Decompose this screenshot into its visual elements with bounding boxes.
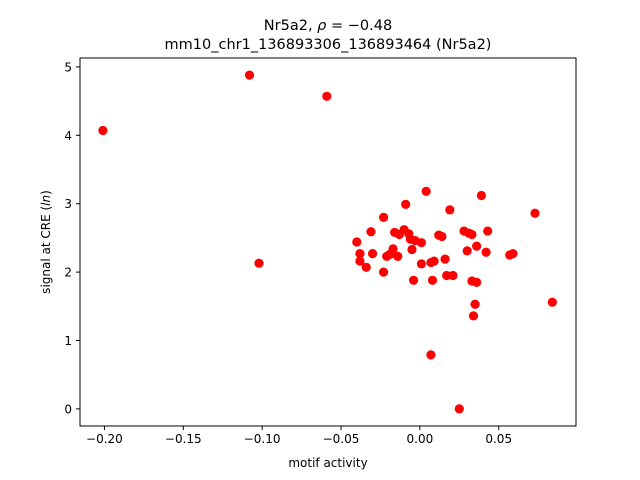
data-point bbox=[407, 244, 417, 255]
data-point bbox=[426, 350, 436, 360]
data-point bbox=[481, 247, 491, 257]
y-tick-label: 1 bbox=[64, 334, 72, 348]
data-point bbox=[408, 275, 419, 285]
x-tick-label: 0.05 bbox=[485, 432, 512, 446]
y-tick-label: 0 bbox=[64, 402, 72, 416]
data-point bbox=[98, 125, 108, 136]
y-tick-label: 2 bbox=[64, 266, 72, 280]
chart-title-line2: mm10_chr1_136893306_136893464 (Nr5a2) bbox=[165, 37, 492, 53]
data-point bbox=[472, 241, 482, 251]
data-point bbox=[445, 205, 455, 215]
data-point bbox=[470, 299, 480, 309]
x-axis-label: motif activity bbox=[288, 456, 367, 470]
y-tick-label: 5 bbox=[64, 60, 72, 74]
data-point bbox=[440, 254, 450, 264]
data-point bbox=[468, 311, 479, 321]
data-point bbox=[378, 212, 389, 222]
data-point bbox=[244, 70, 255, 80]
data-point bbox=[454, 404, 464, 414]
data-point bbox=[254, 258, 264, 268]
data-point bbox=[472, 277, 482, 287]
data-point bbox=[508, 249, 518, 259]
data-point bbox=[355, 249, 365, 259]
data-point bbox=[448, 270, 458, 281]
data-point bbox=[366, 227, 376, 237]
data-points bbox=[98, 70, 557, 414]
data-point bbox=[442, 270, 452, 281]
data-point bbox=[416, 259, 427, 269]
x-tick-label: 0.00 bbox=[407, 432, 434, 446]
data-point bbox=[352, 237, 362, 247]
data-point bbox=[393, 251, 403, 261]
data-point bbox=[378, 267, 389, 277]
x-tick-label: −0.15 bbox=[165, 432, 202, 446]
y-axis-label: signal at CRE (ln) bbox=[39, 190, 53, 294]
data-point bbox=[429, 256, 439, 266]
data-point bbox=[437, 231, 447, 242]
data-point bbox=[483, 226, 493, 236]
x-tick-label: −0.20 bbox=[86, 432, 123, 446]
data-point bbox=[547, 297, 557, 307]
axis-ticks: −0.20 −0.15 −0.10 −0.05 0.00 0.05 0 1 2 3 4 5 bbox=[64, 60, 512, 446]
data-point bbox=[530, 208, 540, 218]
data-point bbox=[322, 91, 332, 101]
data-point bbox=[388, 244, 398, 254]
data-point bbox=[467, 229, 477, 240]
y-tick-label: 4 bbox=[64, 129, 72, 143]
y-tick-label: 3 bbox=[64, 197, 72, 211]
x-tick-label: −0.10 bbox=[244, 432, 281, 446]
data-point bbox=[367, 249, 378, 259]
data-point bbox=[361, 262, 371, 272]
data-point bbox=[401, 199, 411, 209]
data-point bbox=[462, 246, 472, 256]
chart-title-line1: Nr5a2, ρ = −0.48 bbox=[264, 18, 392, 34]
x-tick-label: −0.05 bbox=[323, 432, 360, 446]
plot-frame bbox=[79, 57, 577, 427]
data-point bbox=[416, 238, 427, 248]
data-point bbox=[421, 186, 431, 196]
data-point bbox=[427, 275, 438, 285]
data-point bbox=[476, 190, 486, 201]
data-point bbox=[355, 256, 365, 266]
